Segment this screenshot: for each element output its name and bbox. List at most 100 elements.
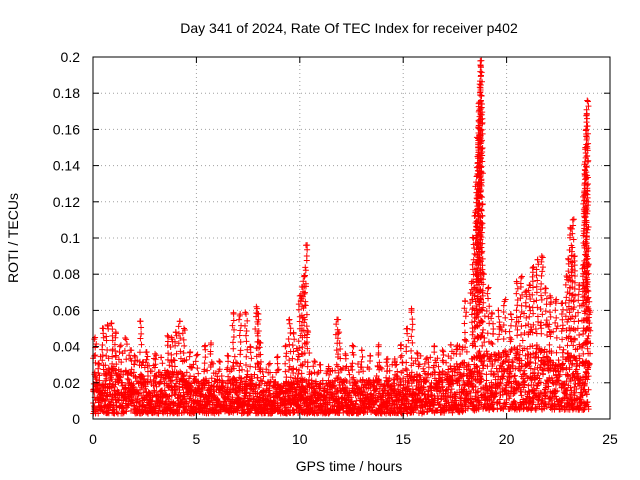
data-point (366, 405, 373, 412)
data-point-peak (201, 343, 208, 350)
data-point (333, 347, 340, 354)
data-point (538, 272, 545, 279)
data-point (343, 385, 350, 392)
data-point-peak (584, 97, 591, 104)
data-point (461, 320, 468, 327)
data-point (500, 302, 507, 309)
data-point (295, 306, 302, 313)
data-point (205, 398, 212, 405)
data-point (173, 380, 180, 387)
data-point (584, 226, 591, 233)
data-point (280, 382, 287, 389)
chart-title: Day 341 of 2024, Rate Of TEC Index for r… (180, 20, 518, 36)
data-point-peak (176, 318, 183, 325)
data-point (224, 384, 231, 391)
data-point (92, 409, 99, 416)
data-point (533, 342, 540, 349)
data-point-peak (583, 111, 590, 118)
data-point (398, 401, 405, 408)
data-point (348, 363, 355, 370)
data-point (496, 319, 503, 326)
data-point (116, 349, 123, 356)
data-point-peak (247, 343, 254, 350)
data-point (358, 388, 365, 395)
data-point (477, 72, 484, 79)
data-point-peak (193, 352, 200, 359)
data-point (360, 409, 367, 416)
data-point (301, 385, 308, 392)
data-point (230, 345, 237, 352)
data-point (101, 397, 108, 404)
data-point (113, 361, 120, 368)
data-point (526, 303, 533, 310)
data-point (302, 264, 309, 271)
data-point (374, 363, 381, 370)
data-point (562, 281, 569, 288)
data-point (125, 376, 132, 383)
data-point (308, 370, 315, 377)
data-point-peak (274, 354, 281, 361)
data-point (286, 357, 293, 364)
data-point-peak (518, 274, 525, 281)
data-point (230, 317, 237, 324)
data-point (303, 323, 310, 330)
data-point (319, 377, 326, 384)
data-point (285, 367, 292, 374)
data-point (552, 307, 559, 314)
data-point (360, 368, 367, 375)
data-point (249, 380, 256, 387)
data-point (157, 378, 164, 385)
data-point (383, 400, 390, 407)
data-point (302, 272, 309, 279)
data-point (408, 355, 415, 362)
data-point (481, 313, 488, 320)
data-point (102, 362, 109, 369)
data-point (507, 334, 514, 341)
data-point (259, 368, 266, 375)
data-point (583, 119, 590, 126)
data-point (225, 358, 232, 365)
data-point (243, 338, 250, 345)
data-point (171, 357, 178, 364)
data-point (275, 366, 282, 373)
data-point (478, 92, 485, 99)
data-point (256, 384, 263, 391)
data-point (408, 347, 415, 354)
data-point (181, 342, 188, 349)
data-point (95, 365, 102, 372)
data-point (355, 369, 362, 376)
data-point (313, 389, 320, 396)
data-point-peak (143, 349, 150, 356)
data-point-peak (478, 57, 485, 64)
data-point (191, 373, 198, 380)
data-point (403, 359, 410, 366)
data-point (152, 379, 159, 386)
data-point (151, 378, 158, 385)
data-point (518, 323, 525, 330)
data-point-peak (180, 325, 187, 332)
data-point (513, 290, 520, 297)
data-point (346, 371, 353, 378)
data-point (260, 373, 267, 380)
data-point (287, 325, 294, 332)
data-point (171, 363, 178, 370)
data-point (295, 370, 302, 377)
data-point (148, 368, 155, 375)
data-point (194, 365, 201, 372)
data-point (290, 380, 297, 387)
data-point (564, 342, 571, 349)
data-point (546, 341, 553, 348)
data-point (490, 320, 497, 327)
data-point (500, 308, 507, 315)
data-point (263, 366, 270, 373)
data-point (129, 398, 136, 405)
data-point (142, 383, 149, 390)
data-point (530, 310, 537, 317)
data-point (542, 285, 549, 292)
data-point (378, 365, 385, 372)
data-point (138, 341, 145, 348)
data-point (252, 385, 259, 392)
data-point (514, 332, 521, 339)
data-point-peak (127, 347, 134, 354)
